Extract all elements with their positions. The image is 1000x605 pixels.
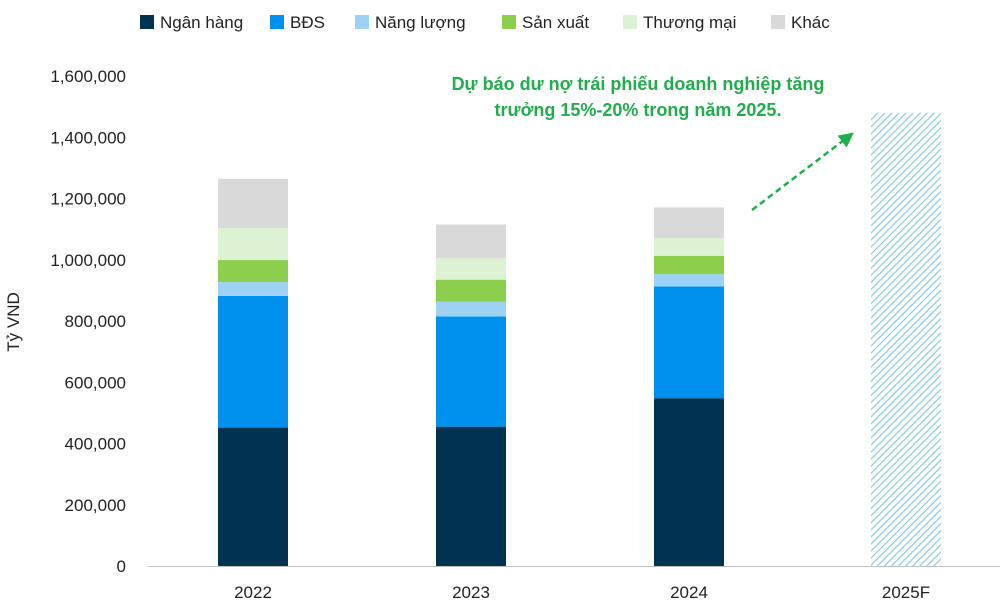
legend-swatch	[771, 15, 785, 29]
forecast-annotation: Dự báo dư nợ trái phiếu doanh nghiệp tăn…	[452, 74, 854, 211]
legend-swatch	[270, 15, 284, 29]
bar-segment	[654, 207, 724, 239]
bar-segment	[436, 426, 506, 566]
y-axis: 0 200,000 400,000 600,000 800,000 1,000,000 1,…	[50, 67, 126, 576]
y-tick-label: 1,400,000	[50, 128, 126, 147]
bar-segment	[218, 427, 288, 566]
y-tick-label: 1,000,000	[50, 251, 126, 270]
forecast-bar	[871, 112, 941, 566]
legend-swatch	[502, 15, 516, 29]
legend: Ngân hàng BĐS Năng lượng Sản xuất Thương mại…	[140, 13, 830, 32]
x-tick-label: 2024	[670, 583, 708, 602]
legend-swatch	[623, 15, 637, 29]
bar-segment	[436, 224, 506, 259]
legend-label: Sản xuất	[522, 13, 589, 32]
annotation-arrow	[751, 132, 854, 211]
y-tick-label: 1,200,000	[50, 190, 126, 209]
bar-segment	[436, 258, 506, 280]
y-tick-label: 0	[117, 557, 126, 576]
legend-swatch	[355, 15, 369, 29]
bar-segment	[218, 178, 288, 228]
x-tick-label: 2022	[234, 583, 272, 602]
bar-segment	[654, 274, 724, 287]
legend-label: Năng lượng	[375, 13, 466, 32]
y-tick-label: 800,000	[65, 312, 126, 331]
y-tick-label: 400,000	[65, 435, 126, 454]
legend-label: Thương mại	[643, 13, 736, 32]
bar-segment	[436, 316, 506, 427]
legend-label: Ngân hàng	[160, 13, 243, 32]
bar-segment	[218, 295, 288, 428]
y-axis-label: Tỷ VND	[4, 292, 23, 352]
x-tick-label: 2023	[452, 583, 490, 602]
bar-segment	[654, 255, 724, 275]
legend-label: BĐS	[290, 13, 325, 32]
bar-segment	[218, 282, 288, 296]
bar-segment	[218, 260, 288, 283]
bar-segment	[654, 238, 724, 256]
bar-segment	[218, 227, 288, 261]
y-tick-label: 1,600,000	[50, 67, 126, 86]
annotation-line-1: Dự báo dư nợ trái phiếu doanh nghiệp tăn…	[452, 74, 825, 94]
bar-segment	[654, 286, 724, 399]
bar-segment	[436, 301, 506, 317]
y-tick-label: 200,000	[65, 496, 126, 515]
bar-segment	[654, 398, 724, 566]
y-tick-label: 600,000	[65, 373, 126, 392]
legend-swatch	[140, 15, 154, 29]
x-axis: 2022 2023 2024 2025F	[234, 583, 930, 602]
x-tick-label: 2025F	[882, 583, 930, 602]
legend-label: Khác	[791, 13, 830, 32]
bar-segment	[436, 279, 506, 302]
bars	[218, 112, 941, 566]
annotation-line-2: trưởng 15%-20% trong năm 2025.	[495, 100, 782, 120]
